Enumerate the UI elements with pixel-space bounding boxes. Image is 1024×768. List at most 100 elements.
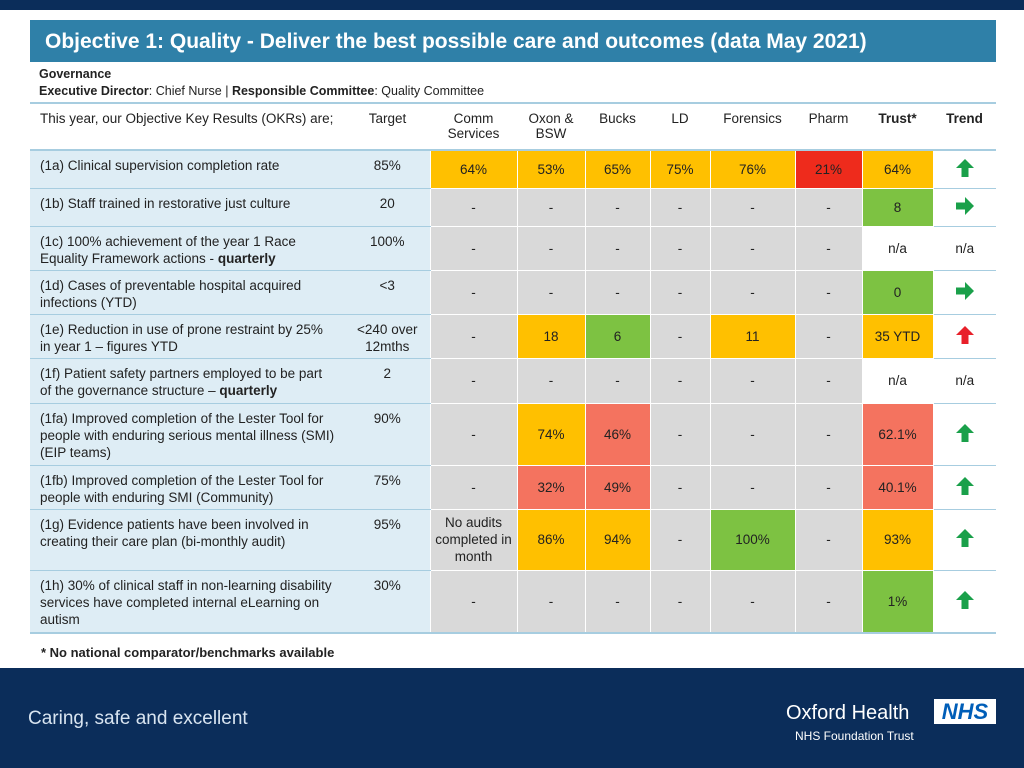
okr-cell: (1f) Patient safety partners employed to… xyxy=(30,358,345,404)
value: 93% xyxy=(883,532,912,547)
value-cell: - xyxy=(584,226,651,271)
target: 75% xyxy=(373,472,401,488)
value-cell: - xyxy=(709,270,796,315)
value-cell: n/a xyxy=(861,358,934,404)
value-cell: - xyxy=(649,314,711,359)
value: : Quality Committee xyxy=(374,84,485,98)
value-cell: 64% xyxy=(861,150,934,189)
value: - xyxy=(750,426,755,442)
target-cell: 2 xyxy=(345,358,430,404)
value-cell: - xyxy=(649,509,711,571)
value-cell: - xyxy=(649,358,711,404)
value: 32% xyxy=(537,479,565,495)
trend-text: n/a xyxy=(955,373,975,388)
nhs-badge: NHS xyxy=(934,699,996,724)
okr-text: (1g) Evidence patients have been involve… xyxy=(40,516,309,549)
column-header: Forensics xyxy=(710,104,795,151)
value: - xyxy=(471,479,476,495)
governance: Governance Executive Director: Chief Nur… xyxy=(30,62,996,104)
top-bar xyxy=(0,0,1024,10)
value-cell: - xyxy=(584,358,651,404)
okr-emphasis: quarterly xyxy=(219,382,278,398)
target: 100% xyxy=(369,233,405,249)
target-cell: <240 over 12mths xyxy=(345,314,430,359)
column-header: Trend xyxy=(933,104,996,151)
value: n/a xyxy=(888,373,907,388)
arrow-shape xyxy=(955,476,974,495)
value: - xyxy=(677,426,683,442)
value: - xyxy=(471,426,476,442)
value: 11 xyxy=(745,328,760,344)
target: 95% xyxy=(373,516,401,532)
value: - xyxy=(826,479,831,495)
value: n/a xyxy=(888,240,907,256)
column-header: Trust* xyxy=(862,104,933,151)
value: 100% xyxy=(735,532,770,547)
value-cell: - xyxy=(709,570,796,633)
value-cell: 94% xyxy=(584,509,651,571)
target-cell: <3 xyxy=(345,270,430,315)
okr-text: (1e) Reduction in use of prone restraint… xyxy=(40,321,323,354)
trend-arrow xyxy=(955,196,974,215)
value-cell: - xyxy=(649,570,711,633)
value-cell: - xyxy=(429,403,518,466)
label: Responsible Committee xyxy=(231,84,375,98)
okr-cell: (1b) Staff trained in restorative just c… xyxy=(30,188,345,227)
org-name: Oxford Health xyxy=(786,702,910,724)
value: 21% xyxy=(814,161,843,177)
value-cell: - xyxy=(794,403,863,466)
okr-text: (1a) Clinical supervision completion rat… xyxy=(40,158,280,173)
value: - xyxy=(677,532,683,547)
value: 53% xyxy=(537,161,565,177)
okr-row: (1fb) Improved completion of the Lester … xyxy=(30,465,996,510)
value-cell: - xyxy=(516,358,586,404)
value: - xyxy=(471,328,476,344)
footer: Caring, safe and excellent Oxford Health… xyxy=(0,668,1024,768)
value: - xyxy=(750,593,755,609)
value: - xyxy=(615,199,620,215)
value-cell: - xyxy=(709,465,796,510)
okr-text: (1c) 100% achievement of the year 1 Race… xyxy=(40,233,296,266)
trend-cell xyxy=(933,188,996,227)
trend-arrow xyxy=(955,423,974,442)
value-cell: 53% xyxy=(516,150,586,189)
okr-row: (1c) 100% achievement of the year 1 Race… xyxy=(30,226,996,271)
value-cell: - xyxy=(794,358,863,404)
value: - xyxy=(750,240,755,256)
column-header: Pharm xyxy=(795,104,862,151)
value: 6 xyxy=(613,328,622,344)
okr-text: (1b) Staff trained in restorative just c… xyxy=(40,195,291,211)
value: : Chief Nurse | xyxy=(148,84,229,98)
target-cell: 95% xyxy=(345,509,430,571)
trend-arrow xyxy=(955,476,974,495)
trend-cell xyxy=(933,403,996,466)
value: - xyxy=(548,284,554,300)
tagline: Caring, safe and excellent xyxy=(28,708,248,729)
value-cell: - xyxy=(649,270,711,315)
trend-arrow xyxy=(955,325,974,344)
trend-text: n/a xyxy=(955,240,975,256)
governance-heading: Governance xyxy=(39,67,112,81)
value: 40.1% xyxy=(878,479,917,495)
target: 20 xyxy=(379,195,395,211)
value-cell: - xyxy=(429,358,518,404)
value: 0 xyxy=(893,284,902,300)
value-cell: - xyxy=(794,226,863,271)
column-header: Oxon & BSW xyxy=(517,104,585,151)
value-cell: 21% xyxy=(794,150,863,189)
column-header: LD xyxy=(650,104,710,151)
okr-table: This year, our Objective Key Results (OK… xyxy=(30,104,996,633)
okr-cell: (1d) Cases of preventable hospital acqui… xyxy=(30,270,345,315)
value: - xyxy=(826,426,831,442)
value-cell: 64% xyxy=(429,150,518,189)
value: - xyxy=(826,532,831,547)
okr-cell: (1c) 100% achievement of the year 1 Race… xyxy=(30,226,345,271)
value-cell: - xyxy=(709,226,796,271)
value: 18 xyxy=(543,328,559,344)
value: - xyxy=(471,199,476,215)
value-cell: n/a xyxy=(861,226,934,271)
value-cell: - xyxy=(429,270,518,315)
value-cell: - xyxy=(649,226,711,271)
okr-cell: (1e) Reduction in use of prone restraint… xyxy=(30,314,345,359)
